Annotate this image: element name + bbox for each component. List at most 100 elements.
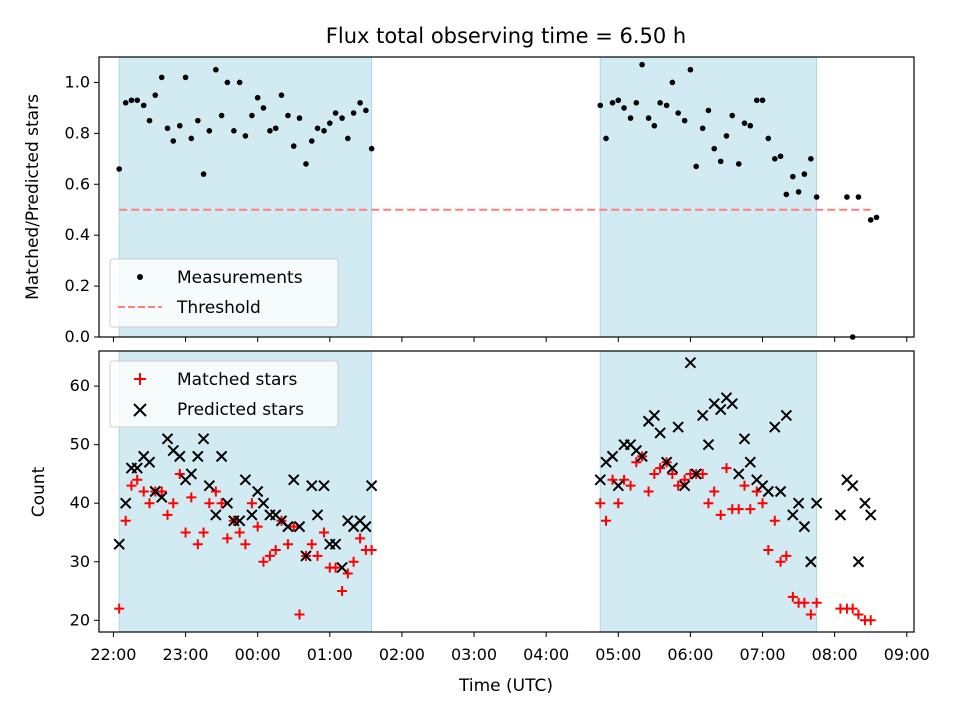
- bottom-legend: Matched stars Predicted stars: [109, 360, 339, 428]
- matched-star-point: [775, 556, 786, 567]
- chart-title: Flux total observing time = 6.50 h: [326, 24, 686, 48]
- predicted-star-point: [792, 497, 805, 509]
- measurement-point: [753, 97, 760, 104]
- matched-star-point: [601, 515, 612, 526]
- bottom-legend-frame: [109, 360, 339, 428]
- x-tick-label: 03:00: [451, 645, 497, 664]
- predicted-star-point: [672, 421, 684, 433]
- predicted-star-point: [733, 468, 745, 480]
- matched-star-point: [745, 504, 756, 515]
- predicted-star-point: [810, 497, 823, 509]
- predicted-star-point: [336, 561, 348, 574]
- x-tick-label: 23:00: [162, 645, 208, 664]
- bottom-x-ticks: 22:00 23:00 00:00 01:00 02:00 03:00 04:00 05:00…: [90, 632, 930, 664]
- matched-star-point: [649, 468, 660, 479]
- matched-star-point: [132, 474, 143, 485]
- predicted-star-point: [246, 509, 258, 521]
- predicted-star-point: [738, 433, 751, 445]
- measurement-point: [813, 194, 820, 200]
- measurement-point: [363, 107, 369, 114]
- measurement-point: [146, 117, 153, 124]
- measurement-point: [687, 66, 694, 73]
- x-tick-label: 02:00: [379, 645, 425, 664]
- legend-threshold-label: Threshold: [176, 298, 261, 318]
- predicted-star-point: [221, 497, 234, 509]
- predicted-star-point: [684, 357, 697, 369]
- top-plot-frame: [98, 56, 915, 338]
- measurement-point: [321, 128, 327, 134]
- predicted-star-point: [744, 456, 756, 468]
- predicted-star-point: [360, 520, 372, 533]
- predicted-star-point: [678, 479, 691, 492]
- matched-star-point: [192, 539, 203, 550]
- bottom-observing-band-2: [599, 350, 818, 633]
- bottom-y-ticks: 20 30 40 50 60: [70, 376, 99, 629]
- predicted-star-point: [774, 485, 787, 498]
- measurement-point: [285, 112, 291, 119]
- measurement-point: [615, 97, 622, 104]
- measurement-point: [621, 105, 627, 111]
- top-y-tick-label: 0.4: [65, 225, 90, 244]
- predicted-star-point: [233, 515, 246, 527]
- measurement-point: [242, 133, 249, 139]
- measurement-point: [808, 156, 814, 162]
- measurement-point: [164, 125, 171, 132]
- predicted-star-point: [834, 509, 847, 521]
- matched-star-point: [739, 480, 750, 491]
- matched-star-point: [348, 556, 359, 567]
- measurement-point: [350, 110, 357, 116]
- measurement-point: [699, 125, 706, 132]
- measurement-point: [693, 163, 699, 170]
- matched-star-point: [168, 498, 179, 509]
- measurement-point: [639, 61, 645, 68]
- measurement-point: [663, 102, 670, 109]
- predicted-star-point: [239, 474, 252, 486]
- matched-star-point: [337, 586, 348, 597]
- matched-star-point: [210, 486, 221, 497]
- bottom-y-tick-label: 60: [70, 376, 90, 395]
- matched-star-point: [781, 550, 792, 561]
- matched-star-point: [703, 498, 714, 509]
- matched-star-point: [709, 486, 720, 497]
- measurement-point: [645, 115, 652, 121]
- measurement-point: [314, 125, 321, 132]
- predicted-star-point: [805, 556, 817, 568]
- measurement-point: [681, 117, 688, 124]
- measurement-point: [308, 138, 315, 144]
- measurement-point: [711, 145, 718, 152]
- predicted-star-point: [288, 474, 300, 486]
- predicted-star-point: [865, 509, 877, 521]
- measurement-point: [735, 161, 742, 167]
- bottom-y-tick-label: 40: [70, 493, 90, 512]
- x-tick-label: 09:00: [884, 645, 930, 664]
- predicted-star-point: [769, 421, 781, 433]
- top-panel: 0.0 0.2 0.4 0.6 0.8 1.0 Matched/Predicted sta…: [23, 56, 915, 346]
- measurement-point: [777, 153, 784, 160]
- matched-star-point: [216, 498, 227, 509]
- predicted-star-point: [636, 450, 648, 463]
- legend-predicted-marker: [133, 403, 147, 417]
- measurement-point: [844, 194, 850, 200]
- predicted-star-point: [131, 462, 143, 474]
- matched-star-point: [697, 468, 708, 479]
- top-y-tick-label: 0.8: [65, 123, 90, 142]
- matched-star-point: [715, 509, 726, 520]
- predicted-star-point: [787, 509, 799, 521]
- matched-star-point: [865, 615, 876, 626]
- matched-star-point: [204, 498, 215, 509]
- predicted-star-point: [726, 397, 738, 410]
- matched-star-point: [811, 597, 822, 608]
- matched-star-point: [787, 591, 798, 602]
- measurement-point: [170, 138, 177, 144]
- x-tick-label: 04:00: [523, 645, 569, 664]
- measurement-point: [741, 120, 748, 126]
- matched-star-point: [126, 480, 137, 491]
- matched-star-point: [355, 533, 366, 544]
- measurement-point: [339, 115, 345, 121]
- matched-star-point: [319, 527, 330, 538]
- predicted-star-point: [300, 550, 312, 562]
- matched-star-point: [186, 492, 197, 503]
- predicted-star-point: [306, 479, 318, 492]
- matched-star-point: [258, 556, 269, 567]
